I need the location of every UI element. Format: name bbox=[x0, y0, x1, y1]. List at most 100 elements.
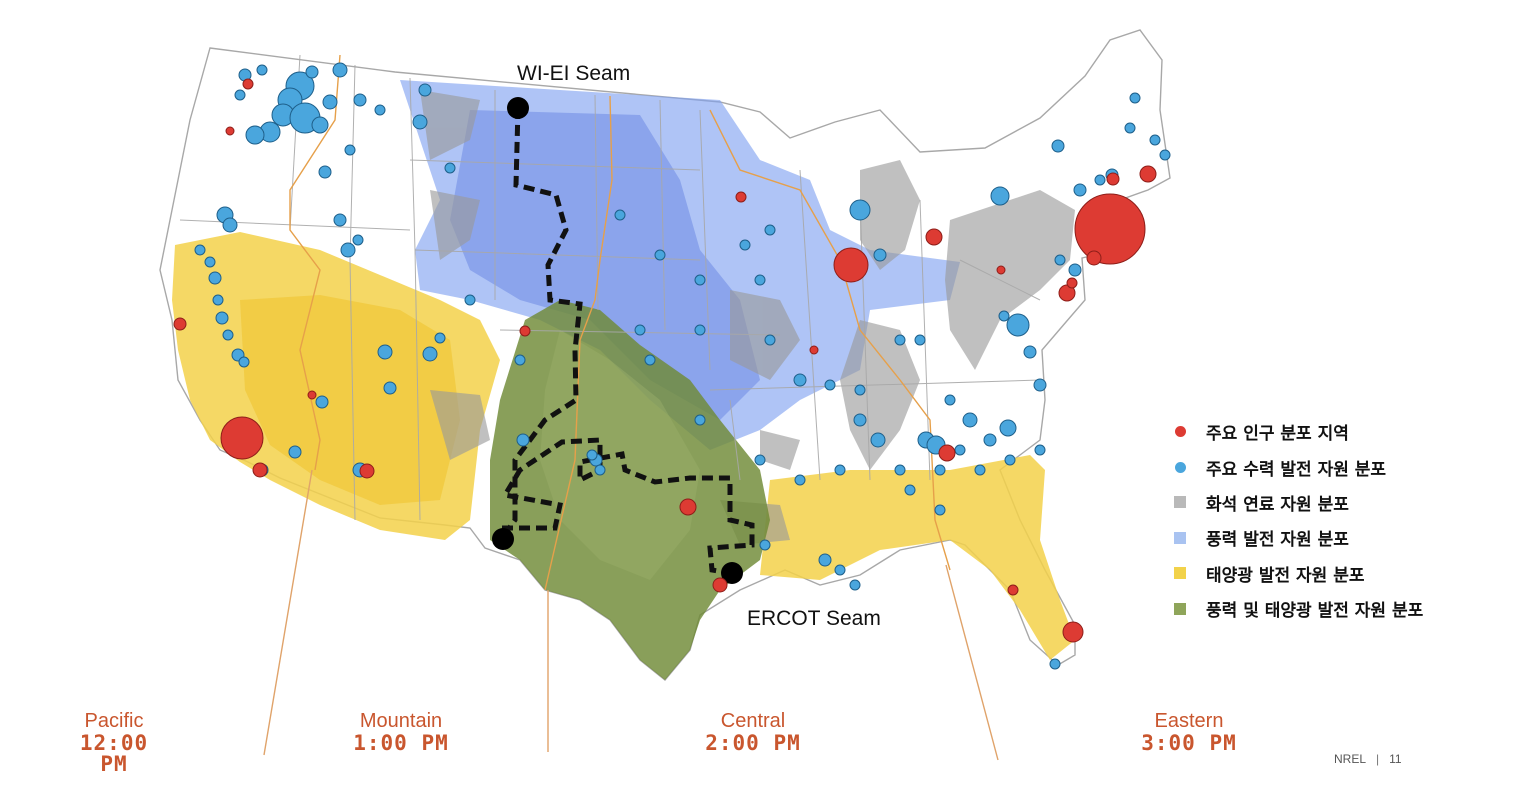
hydro-resource-dot bbox=[594, 464, 606, 476]
hydro-resource-dot bbox=[954, 444, 966, 456]
hydro-resource-dot bbox=[422, 346, 438, 362]
seam-endpoint bbox=[492, 528, 514, 550]
hydro-resource-dot bbox=[793, 373, 807, 387]
hydro-resource-dot bbox=[990, 186, 1010, 206]
hydro-resource-dot bbox=[222, 217, 238, 233]
legend-swatch bbox=[1174, 567, 1186, 580]
hydro-resource-dot bbox=[256, 64, 268, 76]
hydro-resource-dot bbox=[974, 464, 986, 476]
seam-endpoint bbox=[721, 562, 743, 584]
hydro-resource-dot bbox=[1159, 149, 1171, 161]
hydro-resource-dot bbox=[1073, 183, 1087, 197]
hydro-resource-dot bbox=[694, 414, 706, 426]
hydro-resource-dot bbox=[444, 162, 456, 174]
slide-footer: NREL | 11 bbox=[1334, 752, 1402, 766]
legend-swatch bbox=[1174, 496, 1186, 509]
hydro-resource-dot bbox=[754, 454, 766, 466]
hydro-resource-dot bbox=[854, 384, 866, 396]
hydro-resource-dot bbox=[894, 334, 906, 346]
hydro-resource-dot bbox=[305, 65, 319, 79]
seam-endpoints bbox=[492, 97, 743, 584]
population-center-dot bbox=[925, 228, 943, 246]
hydro-resource-dot bbox=[434, 332, 446, 344]
hydro-resource-dot bbox=[1033, 378, 1047, 392]
population-center-dot bbox=[1074, 193, 1146, 265]
hydro-resource-dot bbox=[614, 209, 626, 221]
population-center-dot bbox=[1066, 277, 1078, 289]
hydro-resource-dot bbox=[999, 419, 1017, 437]
legend-item: 주요 수력 발전 자원 분포 bbox=[1172, 449, 1423, 484]
hydro-resource-dot bbox=[764, 334, 776, 346]
legend-label: 풍력 및 태양광 발전 자원 분포 bbox=[1206, 601, 1424, 622]
hydro-resource-dot bbox=[352, 234, 364, 246]
hydro-resource-dot bbox=[586, 449, 598, 461]
hydro-resource-dot bbox=[654, 249, 666, 261]
hydro-resource-dot bbox=[333, 213, 347, 227]
hydro-resource-dot bbox=[318, 165, 332, 179]
hydro-resource-dot bbox=[374, 104, 386, 116]
population-center-dot bbox=[712, 577, 728, 593]
hydro-resource-dot bbox=[322, 94, 338, 110]
hydro-resource-dot bbox=[694, 274, 706, 286]
timezone-time: 3:00 PM bbox=[1141, 731, 1237, 755]
hydro-resource-dot bbox=[1068, 263, 1082, 277]
hydro-resource-dot bbox=[315, 395, 329, 409]
legend-item: 풍력 및 태양광 발전 자원 분포 bbox=[1172, 591, 1423, 626]
hydro-resource-dot bbox=[204, 256, 216, 268]
hydro-resource-dot bbox=[849, 579, 861, 591]
hydro-resource-dot bbox=[1004, 454, 1016, 466]
legend-label: 주요 수력 발전 자원 분포 bbox=[1206, 459, 1387, 480]
legend-item: 주요 인구 분포 지역 bbox=[1172, 414, 1423, 449]
legend-swatch bbox=[1174, 531, 1186, 544]
hydro-resource-dot bbox=[870, 432, 886, 448]
population-center-dot bbox=[1139, 165, 1157, 183]
hydro-resource-dot bbox=[834, 464, 846, 476]
hydro-resource-dot bbox=[934, 464, 946, 476]
hydro-resource-dot bbox=[962, 412, 978, 428]
hydro-resource-dot bbox=[873, 248, 887, 262]
timezone-name: Central bbox=[720, 710, 786, 732]
legend-swatch bbox=[1174, 602, 1186, 615]
state-borders bbox=[179, 54, 1041, 521]
hydro-resource-dot bbox=[353, 93, 367, 107]
hydro-resource-dot bbox=[914, 334, 926, 346]
population-centers bbox=[173, 78, 1157, 643]
hydro-resource-dot bbox=[904, 484, 916, 496]
hydro-resource-dot bbox=[998, 310, 1010, 322]
hydro-resource-dot bbox=[944, 394, 956, 406]
footer-org: NREL bbox=[1334, 752, 1367, 766]
hydro-resource-dot bbox=[340, 242, 356, 258]
hydro-resource-dot bbox=[1124, 122, 1136, 134]
timezone-central: Central 2:00 PM bbox=[700, 711, 806, 754]
hydro-resource-dot bbox=[764, 224, 776, 236]
solar-region-east bbox=[760, 455, 1075, 660]
timezone-mountain: Mountain 1:00 PM bbox=[346, 711, 456, 754]
legend-label: 주요 인구 분포 지역 bbox=[1206, 424, 1349, 445]
hydro-resource-dot bbox=[238, 356, 250, 368]
hydro-resource-dot bbox=[332, 62, 348, 78]
population-center-dot bbox=[307, 390, 317, 400]
population-center-dot bbox=[996, 265, 1006, 275]
hydro-resource-dot bbox=[694, 324, 706, 336]
legend-label: 태양광 발전 자원 분포 bbox=[1206, 565, 1365, 586]
hydro-resource-dot bbox=[894, 464, 906, 476]
hydro-resource-dot bbox=[1049, 658, 1061, 670]
population-center-dot bbox=[1062, 621, 1084, 643]
hydro-resource-dot bbox=[1129, 92, 1141, 104]
hydro-resource-dot bbox=[1149, 134, 1161, 146]
seam-paths bbox=[499, 107, 755, 576]
footer-separator: | bbox=[1376, 752, 1380, 766]
hydro-resource-dot bbox=[1094, 174, 1106, 186]
wi-ei-seam-label: WI-EI Seam bbox=[517, 62, 631, 85]
hydro-resource-dot bbox=[754, 274, 766, 286]
population-center-dot bbox=[220, 416, 264, 460]
hydro-resource-dot bbox=[1054, 254, 1066, 266]
population-center-dot bbox=[1086, 250, 1102, 266]
hydro-resource-dot bbox=[1034, 444, 1046, 456]
population-center-dot bbox=[225, 126, 235, 136]
hydro-resource-dot bbox=[983, 433, 997, 447]
legend-swatch bbox=[1174, 461, 1186, 473]
population-center-dot bbox=[833, 247, 869, 283]
page-number: 11 bbox=[1389, 752, 1402, 766]
